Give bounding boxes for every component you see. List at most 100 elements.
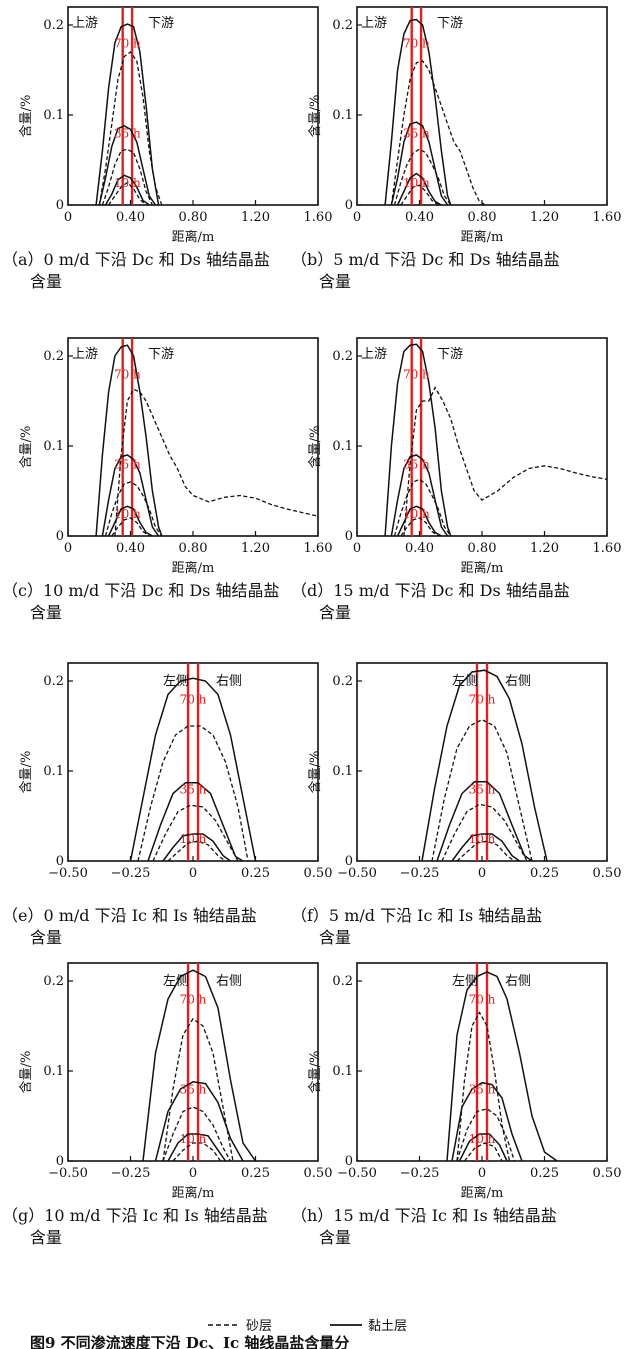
time-label: 70 h — [180, 993, 207, 1007]
plot-frame — [356, 337, 608, 537]
figure-title: 图9 不同渗流速度下沿 Dc、Ic 轴线晶盐含量分 — [30, 1334, 349, 1349]
y-tick-label: 0.1 — [43, 764, 64, 779]
x-tick-label: −0.25 — [400, 1166, 440, 1181]
panel-caption-cont: 含量 — [319, 1228, 351, 1247]
x-tick-label: 0.25 — [241, 866, 270, 881]
y-axis-label: 含量/% — [18, 751, 34, 794]
legend-sand-label: 砂层 — [246, 1319, 272, 1334]
region-label-right: 右侧 — [505, 974, 531, 989]
y-tick-label: 0.1 — [43, 439, 64, 454]
chart-panel-g: −0.50 −0.25 0 0.25 0.50 0 0.1 0.2 含量/% 距离/m 左侧 右侧 70… — [2, 962, 333, 1247]
x-tick-label: 0 — [189, 866, 197, 881]
x-tick-label: 0 — [189, 1166, 197, 1181]
region-label-right: 右侧 — [505, 674, 531, 689]
series-line-sand — [456, 1011, 511, 1162]
series-line-sand — [463, 1142, 503, 1162]
x-tick-label: 0.50 — [593, 866, 622, 881]
x-tick-label: 1.60 — [304, 541, 333, 556]
x-tick-label: 1.20 — [530, 210, 559, 225]
series-line-sand — [456, 840, 515, 862]
series-line-sand — [162, 1106, 232, 1162]
x-tick-label: 0.40 — [405, 541, 434, 556]
series-line-clay — [396, 172, 442, 206]
chart-panel-f: −0.50 −0.25 0 0.25 0.50 0 0.1 0.2 含量/% 左侧 右侧 70 h 35… — [291, 662, 622, 947]
series-line-sand — [167, 840, 226, 862]
panel-caption: （f）5 m/d 下沿 Ic 和 Is 轴结晶盐 — [291, 906, 542, 925]
series-line-clay — [458, 1133, 508, 1162]
y-tick-label: 0.1 — [332, 108, 353, 123]
series-line-clay — [95, 344, 163, 537]
plot-frame — [356, 962, 608, 1162]
chart-panel-b: 0 0.40 0.80 1.20 1.60 0 0.1 0.2 含量/% 距离/m 上游 下游 70 h… — [291, 6, 622, 291]
x-axis-label: 距离/m — [172, 1185, 215, 1201]
x-tick-label: 0.80 — [179, 210, 208, 225]
time-label: 35 h — [114, 127, 141, 141]
series-line-clay — [104, 174, 150, 206]
series-line-sand — [114, 388, 319, 537]
region-label-left: 上游 — [361, 16, 387, 31]
series-line-sand — [400, 517, 439, 537]
chart-panel-d: 0 0.40 0.80 1.20 1.60 0 0.1 0.2 含量/% 距离/m 上游 下游 70 h… — [291, 337, 622, 622]
time-label: 10 h — [403, 507, 430, 521]
panel-caption-cont: 含量 — [30, 1228, 62, 1247]
y-tick-label: 0 — [56, 529, 64, 544]
y-tick-label: 0.2 — [43, 18, 64, 33]
series-line-clay — [384, 343, 452, 537]
plot-frame — [67, 662, 319, 862]
panel-caption: （g）10 m/d 下沿 Ic 和 Is 轴结晶盐 — [2, 1206, 268, 1225]
x-tick-label: 0.25 — [241, 1166, 270, 1181]
y-tick-label: 0.2 — [332, 349, 353, 364]
y-tick-label: 0 — [56, 198, 64, 213]
region-label-right: 下游 — [437, 16, 463, 31]
region-label-left: 左侧 — [163, 674, 189, 689]
time-label: 10 h — [180, 1132, 207, 1146]
legend-clay-label: 黏土层 — [368, 1318, 407, 1334]
x-tick-label: 0.50 — [593, 1166, 622, 1181]
y-axis-label: 含量/% — [18, 426, 34, 469]
y-tick-label: 0.2 — [43, 674, 64, 689]
x-tick-label: 0.80 — [468, 210, 497, 225]
time-label: 35 h — [403, 127, 430, 141]
series-line-sand — [111, 517, 150, 537]
plot-frame — [67, 337, 319, 537]
x-tick-label: −0.50 — [337, 1166, 377, 1181]
region-label-right: 下游 — [148, 16, 174, 31]
y-tick-label: 0 — [56, 854, 64, 869]
x-tick-label: −0.25 — [111, 1166, 151, 1181]
series-line-sand — [390, 60, 486, 206]
x-tick-label: 1.20 — [530, 541, 559, 556]
x-tick-label: 0 — [478, 866, 486, 881]
plot-frame — [67, 6, 319, 206]
x-tick-label: 1.60 — [593, 541, 622, 556]
series-line-clay — [446, 971, 558, 1162]
y-tick-label: 0.1 — [332, 764, 353, 779]
time-label: 70 h — [180, 693, 207, 707]
y-axis-label: 含量/% — [307, 751, 323, 794]
panel-caption: （e）0 m/d 下沿 Ic 和 Is 轴结晶盐 — [2, 906, 257, 925]
series-line-sand — [104, 481, 163, 537]
x-tick-label: 0 — [64, 541, 72, 556]
time-label: 10 h — [469, 832, 496, 846]
x-tick-label: 0.50 — [304, 866, 333, 881]
y-axis-label: 含量/% — [307, 426, 323, 469]
series-line-clay — [421, 669, 548, 862]
y-tick-label: 0.2 — [332, 674, 353, 689]
series-line-sand — [393, 478, 452, 537]
panel-caption: （b）5 m/d 下沿 Dc 和 Ds 轴结晶盐 — [291, 250, 560, 269]
region-label-left: 左侧 — [163, 974, 189, 989]
x-tick-label: 0.50 — [304, 1166, 333, 1181]
series-line-clay — [436, 781, 533, 862]
y-tick-label: 0 — [345, 1154, 353, 1169]
x-tick-label: 0.80 — [468, 541, 497, 556]
series-line-clay — [451, 833, 520, 862]
time-label: 70 h — [403, 368, 430, 382]
series-line-sand — [393, 148, 452, 206]
series-line-clay — [95, 23, 160, 206]
series-line-sand — [137, 725, 249, 862]
x-tick-label: −0.50 — [48, 866, 88, 881]
y-tick-label: 0 — [56, 1154, 64, 1169]
time-label: 35 h — [469, 783, 496, 797]
x-tick-label: 1.60 — [593, 210, 622, 225]
panel-caption-cont: 含量 — [30, 928, 62, 947]
x-tick-label: 0.25 — [530, 866, 559, 881]
